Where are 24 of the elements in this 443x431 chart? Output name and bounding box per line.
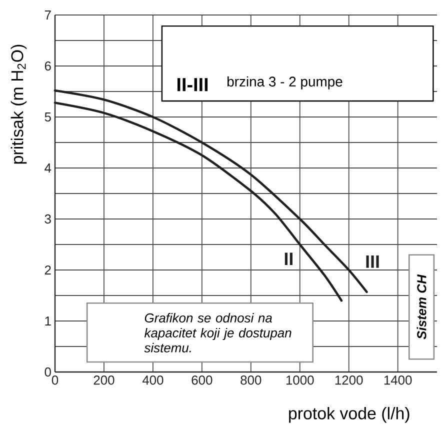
x-tick-label: 1200 bbox=[335, 376, 363, 385]
x-tick-label: 200 bbox=[94, 376, 114, 385]
annotation: II-III bbox=[177, 78, 208, 92]
y-tick-label: 0 bbox=[44, 367, 51, 377]
y-tick-label: 2 bbox=[44, 265, 51, 275]
series-label: II bbox=[284, 252, 292, 266]
x-tick-label: 0 bbox=[52, 376, 58, 385]
x-axis-title: protok vode (l/h) bbox=[289, 406, 410, 423]
y-tick-label: 3 bbox=[44, 214, 51, 224]
y-tick-label: 6 bbox=[44, 61, 51, 71]
series-label: III bbox=[366, 255, 379, 268]
y-tick-label: 4 bbox=[44, 164, 52, 172]
x-tick-label: 600 bbox=[192, 376, 212, 385]
x-tick-label: 800 bbox=[240, 376, 262, 385]
y-axis-title: pritisak (m H$_{2}$O) bbox=[10, 44, 27, 164]
annotation: Sistem CH bbox=[416, 274, 426, 340]
y-tick-label: 5 bbox=[44, 112, 51, 122]
annotation: brzina 3 - 2 pumpe bbox=[228, 76, 342, 90]
annotation: Grafikon se odnosi na kapacitet koji je dostupan sistemu. bbox=[144, 313, 292, 352]
y-tick-label: 1 bbox=[45, 316, 51, 326]
x-tick-label: 400 bbox=[142, 376, 164, 385]
x-tick-label: 1400 bbox=[384, 376, 412, 385]
x-tick-label: 1000 bbox=[286, 376, 314, 385]
y-tick-label: 7 bbox=[44, 10, 51, 20]
